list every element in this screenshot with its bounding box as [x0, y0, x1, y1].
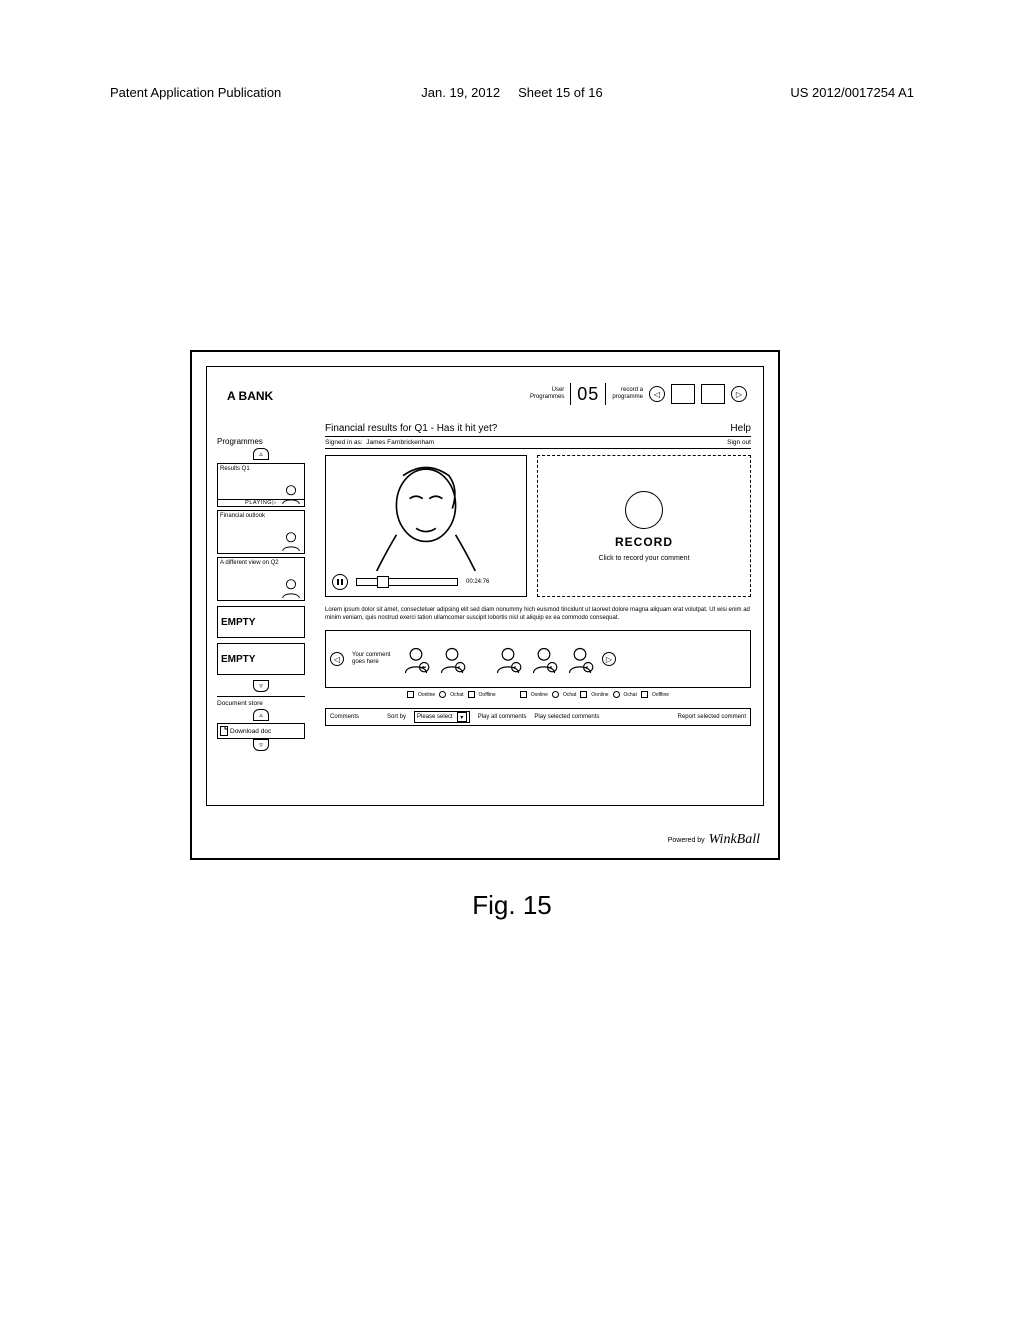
- record-title: RECORD: [615, 535, 673, 549]
- description-text: Lorem ipsum dolor sit amet, consectetuer…: [325, 607, 751, 622]
- programme-card[interactable]: Financial outlook: [217, 510, 305, 554]
- publication-label: Patent Application Publication: [110, 85, 281, 100]
- card-label: Financial outlook: [220, 513, 265, 519]
- your-comment-placeholder[interactable]: Your comment goes here: [352, 652, 394, 665]
- signed-in-text: Signed in as: James Farnbrickenham: [325, 439, 434, 446]
- figure-label: Fig. 15: [0, 890, 1024, 921]
- seek-slider[interactable]: [356, 578, 458, 586]
- video-face-icon: [326, 456, 526, 571]
- programme-card[interactable]: Results Q1 PLAYING▷: [217, 463, 305, 507]
- record-icon: [625, 491, 663, 529]
- publication-number: US 2012/0017254 A1: [790, 85, 914, 100]
- winkball-logo: WinkBall: [709, 832, 760, 848]
- sort-by-label: Sort by: [387, 714, 406, 720]
- programme-slot[interactable]: [671, 384, 695, 404]
- programme-card[interactable]: A different view on Q2: [217, 557, 305, 601]
- empty-slot[interactable]: EMPTY: [217, 606, 305, 638]
- checkbox-icon[interactable]: [468, 691, 475, 698]
- sheet-number: Sheet 15 of 16: [518, 85, 603, 100]
- help-link[interactable]: Help: [730, 423, 751, 434]
- avatar-icon: [280, 529, 302, 551]
- download-label: Download doc: [230, 728, 271, 735]
- avatar-icon: [438, 645, 466, 673]
- document-icon: [220, 726, 228, 736]
- app-window: A BANK UserProgrammes 05 record aprogram…: [206, 366, 764, 806]
- comment-toolbar: Comments Sort by Please select ▾ Play al…: [325, 708, 751, 726]
- avatar-icon: [566, 645, 594, 673]
- sign-out-link[interactable]: Sign out: [727, 439, 751, 446]
- scroll-up-icon[interactable]: ▵: [253, 448, 269, 460]
- patent-header: Patent Application Publication Jan. 19, …: [110, 85, 914, 100]
- page-title-row: Financial results for Q1 - Has it hit ye…: [325, 423, 751, 437]
- pub-date: Jan. 19, 2012: [421, 85, 500, 100]
- brand-label: A BANK: [227, 389, 273, 403]
- record-programme-label: record aprogramme: [612, 387, 643, 400]
- avatar-icon: [494, 645, 522, 673]
- programme-count: 05: [577, 384, 599, 405]
- card-label: Results Q1: [220, 466, 250, 472]
- page-title: Financial results for Q1 - Has it hit ye…: [325, 423, 497, 434]
- chevron-down-icon: ▾: [457, 712, 467, 722]
- scroll-up-icon[interactable]: ▵: [253, 709, 269, 721]
- divider: [570, 383, 571, 405]
- timestamp: 00:24:76: [466, 579, 489, 585]
- sort-select[interactable]: Please select ▾: [414, 711, 470, 723]
- scroll-down-icon[interactable]: ▿: [253, 680, 269, 692]
- comments-carousel: ◁ Your comment goes here ▷: [325, 630, 751, 688]
- report-link[interactable]: Report selected comment: [678, 714, 746, 720]
- pause-icon[interactable]: [332, 574, 348, 590]
- comments-label: Comments: [330, 714, 359, 720]
- document-store-heading: Document store: [217, 696, 305, 707]
- avatar-icon: [280, 576, 302, 598]
- carousel-prev-icon[interactable]: ◁: [330, 652, 344, 666]
- download-doc-row[interactable]: Download doc: [217, 723, 305, 739]
- main-content: Financial results for Q1 - Has it hit ye…: [325, 423, 751, 726]
- avatar-icon: [402, 645, 430, 673]
- presence-row: Oonline Ochat Ooffline Oonline Ochat Oon…: [325, 691, 751, 698]
- radio-icon[interactable]: [552, 691, 559, 698]
- top-banner: A BANK UserProgrammes 05 record aprogram…: [217, 377, 753, 417]
- avatar-icon: [530, 645, 558, 673]
- programme-slot[interactable]: [701, 384, 725, 404]
- radio-icon[interactable]: [613, 691, 620, 698]
- scroll-down-icon[interactable]: ▿: [253, 739, 269, 751]
- comment-thumb[interactable]: [438, 645, 466, 673]
- powered-by: Powered by WinkBall: [668, 832, 760, 848]
- empty-slot[interactable]: EMPTY: [217, 643, 305, 675]
- record-panel[interactable]: RECORD Click to record your comment: [537, 455, 751, 597]
- user-programmes-label: UserProgrammes: [530, 387, 564, 400]
- select-value: Please select: [417, 714, 453, 720]
- screenshot-frame: A BANK UserProgrammes 05 record aprogram…: [190, 350, 780, 860]
- player-controls: 00:24:76: [332, 574, 520, 590]
- signed-in-row: Signed in as: James Farnbrickenham Sign …: [325, 437, 751, 449]
- sidebar-title: Programmes: [217, 437, 305, 446]
- comment-thumb[interactable]: [494, 645, 522, 673]
- powered-by-label: Powered by: [668, 837, 705, 844]
- carousel-next-icon[interactable]: ▷: [602, 652, 616, 666]
- playing-badge: PLAYING▷: [218, 499, 304, 506]
- checkbox-icon[interactable]: [407, 691, 414, 698]
- sidebar: Programmes ▵ Results Q1 PLAYING▷ Financi…: [217, 437, 305, 751]
- header-center: Jan. 19, 2012 Sheet 15 of 16: [421, 85, 602, 100]
- divider: [605, 383, 606, 405]
- record-subtitle: Click to record your comment: [598, 555, 689, 562]
- play-selected-link[interactable]: Play selected comments: [534, 714, 599, 720]
- video-player[interactable]: 00:24:76: [325, 455, 527, 597]
- media-row: 00:24:76 RECORD Click to record your com…: [325, 455, 751, 597]
- card-label: A different view on Q2: [220, 560, 279, 566]
- comment-thumb[interactable]: [566, 645, 594, 673]
- checkbox-icon[interactable]: [580, 691, 587, 698]
- prev-icon[interactable]: ◁: [649, 386, 665, 402]
- comment-thumb[interactable]: [530, 645, 558, 673]
- comment-thumb[interactable]: [402, 645, 430, 673]
- next-icon[interactable]: ▷: [731, 386, 747, 402]
- top-right-controls: UserProgrammes 05 record aprogramme ◁ ▷: [530, 383, 747, 405]
- play-all-link[interactable]: Play all comments: [478, 714, 527, 720]
- checkbox-icon[interactable]: [641, 691, 648, 698]
- checkbox-icon[interactable]: [520, 691, 527, 698]
- radio-icon[interactable]: [439, 691, 446, 698]
